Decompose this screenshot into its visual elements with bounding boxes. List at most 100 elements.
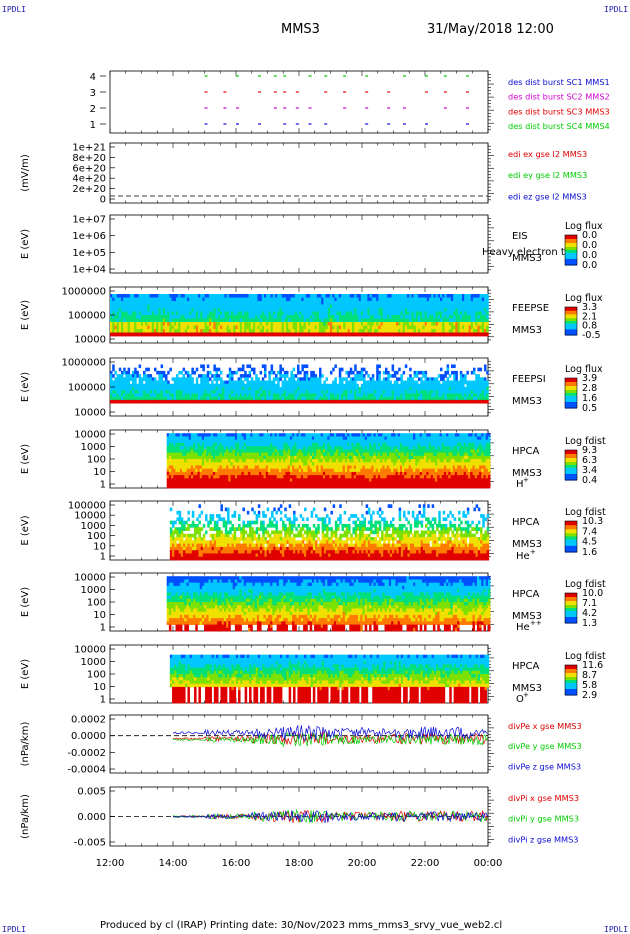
spectrogram-cell xyxy=(222,301,225,305)
spectrogram-cell xyxy=(222,433,225,437)
spectrogram-cell xyxy=(119,294,122,298)
spectrogram-cell xyxy=(240,298,243,302)
spectrogram-cell xyxy=(227,333,230,337)
spectrogram-cell xyxy=(363,384,366,388)
spectrogram-cell xyxy=(455,312,458,316)
spectrogram-cell xyxy=(436,312,439,316)
spectrogram-cell xyxy=(418,390,421,394)
spectrogram-cell xyxy=(176,478,179,482)
spectrogram-cell xyxy=(282,374,285,378)
spectrogram-cell xyxy=(473,400,476,404)
spectrogram-cell xyxy=(117,308,120,312)
spectrogram-cell xyxy=(112,329,115,333)
spectrogram-cell xyxy=(211,485,214,489)
spectrogram-cell xyxy=(227,298,230,302)
spectrogram-cell xyxy=(471,329,474,333)
spectrogram-cell xyxy=(220,449,223,453)
spectrogram-cell xyxy=(411,319,414,323)
spectrogram-cell xyxy=(288,390,291,394)
spectrogram-cell xyxy=(220,456,223,460)
spectrogram-cell xyxy=(226,469,229,473)
spectrogram-cell xyxy=(171,469,174,473)
spectrogram-cell xyxy=(271,387,274,391)
spectrogram-cell xyxy=(196,400,199,404)
spectrogram-cell xyxy=(169,368,172,372)
spectrogram-cell xyxy=(374,294,377,298)
spectrogram-cell xyxy=(385,319,388,323)
spectrogram-cell xyxy=(447,387,450,391)
spectrogram-cell xyxy=(218,333,221,337)
spectrogram-cell xyxy=(315,387,318,391)
spectrogram-cell xyxy=(255,387,258,391)
spectrogram-cell xyxy=(229,305,232,309)
spectrogram-cell xyxy=(194,384,197,388)
spectrogram-cell xyxy=(264,371,267,375)
spectrogram-cell xyxy=(222,384,225,388)
spectrogram-cell xyxy=(185,384,188,388)
spectrogram-cell xyxy=(198,469,201,473)
spectrogram-cell xyxy=(139,322,142,326)
spectrogram-cell xyxy=(451,384,454,388)
spectrogram-cell xyxy=(222,475,225,479)
spectrogram-cell xyxy=(365,333,368,337)
spectrogram-cell xyxy=(425,315,428,319)
spectrogram-cell xyxy=(420,400,423,404)
spectrogram-cell xyxy=(189,440,192,444)
spectrogram-cell xyxy=(222,443,225,447)
spectrogram-cell xyxy=(310,315,313,319)
spectrogram-cell xyxy=(284,298,287,302)
spectrogram-cell xyxy=(427,400,430,404)
spectrogram-cell xyxy=(191,329,194,333)
spectrogram-cell xyxy=(442,294,445,298)
spectrogram-cell xyxy=(378,322,381,326)
spectrogram-cell xyxy=(257,482,260,486)
spectrogram-cell xyxy=(167,387,170,391)
spectrogram-cell xyxy=(354,305,357,309)
spectrogram-cell xyxy=(174,315,177,319)
spectrogram-cell xyxy=(121,381,124,385)
spectrogram-cell xyxy=(447,312,450,316)
spectrogram-cell xyxy=(442,326,445,330)
spectrogram-cell xyxy=(332,384,335,388)
spectrogram-cell xyxy=(229,377,232,381)
spectrogram-cell xyxy=(381,315,384,319)
spectrogram-cell xyxy=(411,393,414,397)
spectrogram-cell xyxy=(172,400,175,404)
spectrogram-cell xyxy=(237,453,240,457)
spectrogram-cell xyxy=(447,368,450,372)
spectrogram-cell xyxy=(156,393,159,397)
spectrogram-cell xyxy=(222,326,225,330)
spectrogram-cell xyxy=(418,397,421,401)
spectrogram-cell xyxy=(220,315,223,319)
spectrogram-cell xyxy=(143,377,146,381)
spectrogram-cell xyxy=(277,315,280,319)
spectrogram-cell xyxy=(222,482,225,486)
spectrogram-cell xyxy=(361,298,364,302)
spectrogram-cell xyxy=(224,381,227,385)
spectrogram-cell xyxy=(215,453,218,457)
spectrogram-cell xyxy=(182,443,185,447)
spectrogram-cell xyxy=(240,322,243,326)
spectrogram-cell xyxy=(211,315,214,319)
spectrogram-cell xyxy=(169,322,172,326)
spectrogram-cell xyxy=(431,294,434,298)
spectrogram-cell xyxy=(246,374,249,378)
spectrogram-cell xyxy=(183,387,186,391)
spectrogram-cell xyxy=(158,397,161,401)
spectrogram-cell xyxy=(206,475,209,479)
spectrogram-cell xyxy=(251,390,254,394)
spectrogram-cell xyxy=(231,312,234,316)
spectrogram-cell xyxy=(224,387,227,391)
spectrogram-cell xyxy=(288,400,291,404)
spectrogram-cell xyxy=(139,390,142,394)
spectrogram-cell xyxy=(251,387,254,391)
spectrogram-cell xyxy=(216,397,219,401)
spectrogram-cell xyxy=(156,390,159,394)
spectrogram-cell xyxy=(217,456,220,460)
spectrogram-cell xyxy=(253,482,256,486)
spectrogram-cell xyxy=(383,294,386,298)
spectrogram-cell xyxy=(114,308,117,312)
spectrogram-cell xyxy=(365,308,368,312)
spectrogram-cell xyxy=(187,485,190,489)
spectrogram-cell xyxy=(460,308,463,312)
